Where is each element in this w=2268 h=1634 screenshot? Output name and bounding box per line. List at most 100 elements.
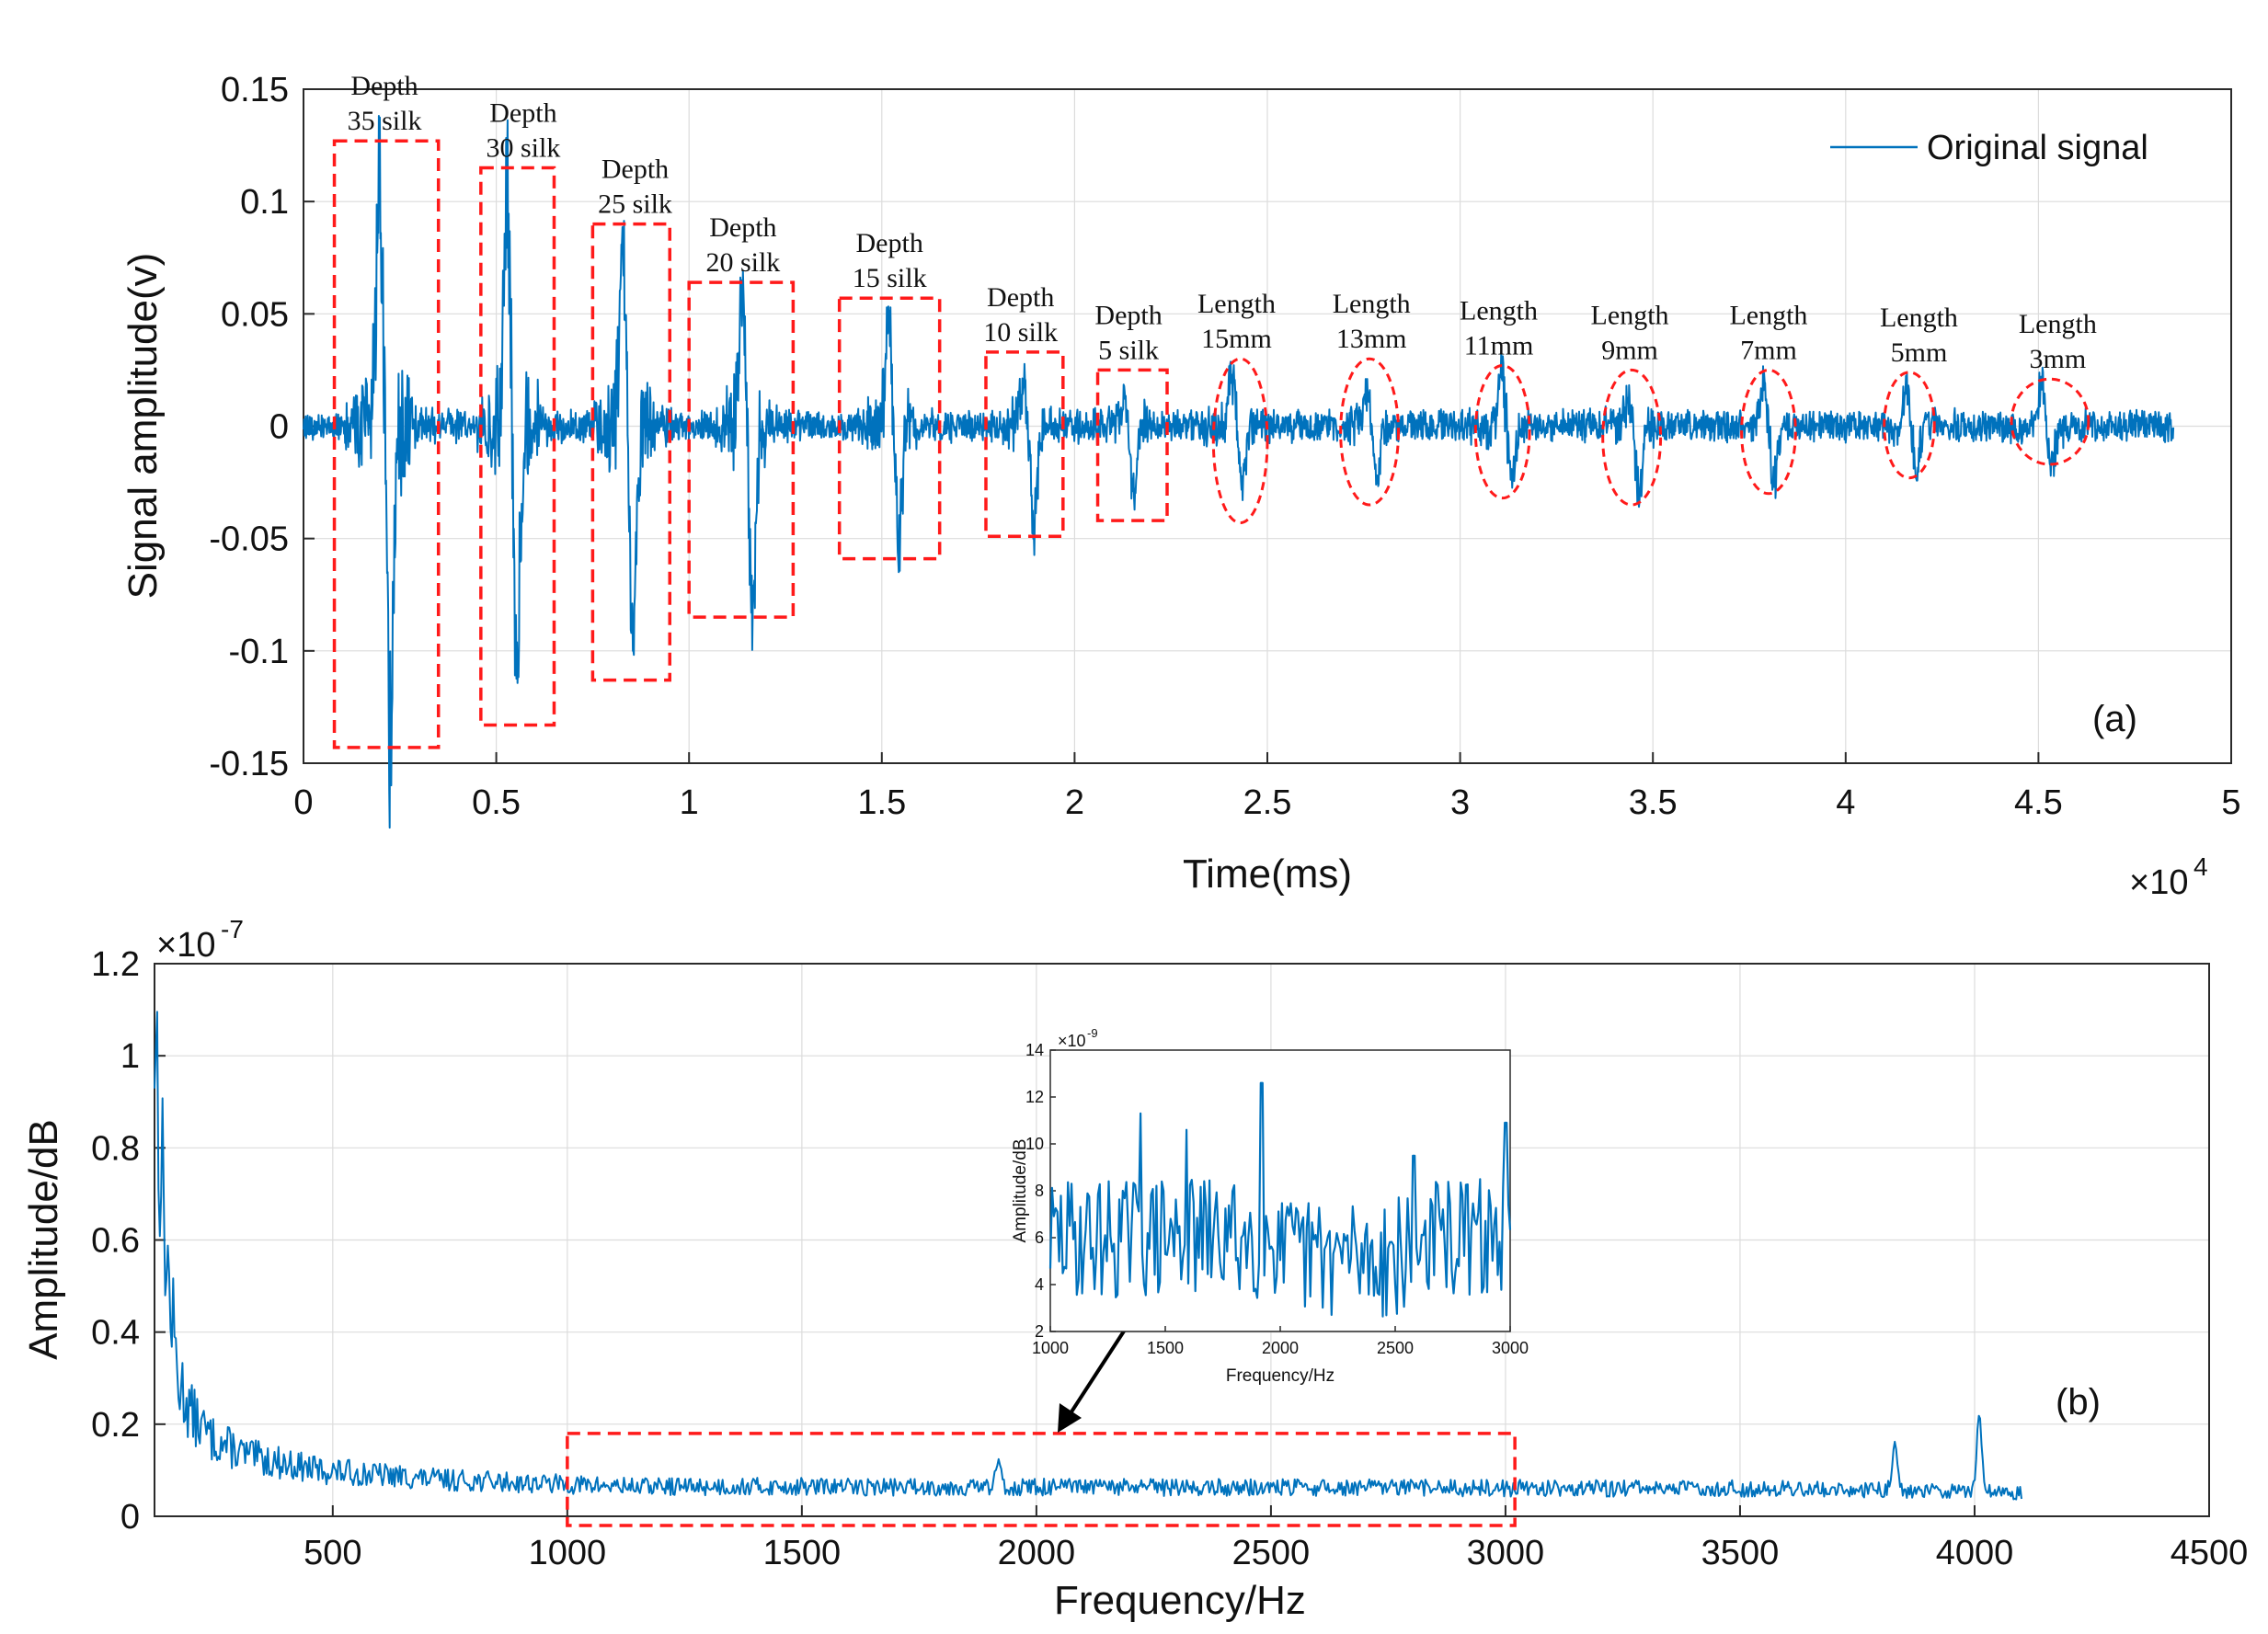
signal-chart-grid	[304, 89, 2231, 763]
inset-x-tick-label: 1500	[1147, 1339, 1184, 1357]
inset-y-tick-label: 6	[1035, 1228, 1044, 1247]
annotation-label-line1: Length	[1880, 303, 1958, 333]
inset-x-tick-label: 1000	[1032, 1339, 1069, 1357]
inset-x-ticks: 1000 1500 2000 2500 3000	[1032, 1326, 1529, 1357]
annotation-label-line1: Depth	[489, 98, 556, 129]
inset-y-multiplier-exponent: -9	[1087, 1026, 1098, 1040]
annotation-label-line1: Depth	[709, 212, 776, 243]
y-tick-label: -0.15	[209, 745, 289, 783]
spectrum-line	[154, 1011, 2022, 1501]
spectrum-chart-x-ticks: 500 1000 1500 2000 2500 3000 3500 4000 4500	[304, 1505, 2248, 1572]
y-tick-label: 0.15	[221, 71, 289, 109]
x-tick-label: 4.5	[2014, 783, 2063, 822]
y-tick-label: 0.2	[91, 1406, 140, 1445]
y-tick-label: 0.6	[91, 1222, 140, 1261]
annotation-box	[837, 296, 942, 561]
annotation-ellipse	[1601, 368, 1663, 507]
annotation-label-line2: 15 silk	[853, 263, 927, 293]
inset-y-axis-label: Amplitude/dB	[1011, 1138, 1030, 1242]
x-tick-label: 1000	[529, 1534, 607, 1572]
y-multiplier-base: ×10	[156, 926, 215, 965]
x-tick-label: 500	[304, 1534, 361, 1572]
inset-y-multiplier-base: ×10	[1058, 1032, 1086, 1050]
signal-chart-x-multiplier: ×10 4	[2129, 852, 2208, 902]
y-tick-label: -0.05	[209, 520, 289, 559]
x-tick-label: 0	[293, 783, 313, 822]
spectrum-chart-y-axis-label: Amplitude/dB	[21, 1119, 66, 1360]
inset-y-ticks: 2 4 6 8 10 12 14	[1025, 1041, 1056, 1341]
inset-y-tick-label: 4	[1035, 1275, 1044, 1294]
spectrum-chart-y-ticks: 0 0.2 0.4 0.6 0.8 1 1.2	[91, 945, 166, 1537]
original-signal-line	[303, 115, 2175, 829]
annotation-box	[1095, 368, 1169, 522]
annotation-ellipse	[2010, 377, 2090, 466]
spectrum-chart-y-multiplier: ×10 -7	[156, 915, 244, 965]
annotation-box	[687, 280, 796, 619]
y-tick-label: 1	[120, 1037, 140, 1076]
annotation-label-line1: Depth	[350, 71, 418, 101]
signal-chart-x-axis-label: Time(ms)	[1183, 851, 1352, 897]
x-multiplier-base: ×10	[2129, 863, 2188, 902]
annotation-label-line1: Depth	[601, 154, 669, 185]
x-tick-label: 0.5	[472, 783, 521, 822]
inset-y-tick-label: 14	[1025, 1041, 1044, 1059]
panel-label-b: (b)	[2056, 1382, 2101, 1423]
x-tick-label: 1.5	[857, 783, 906, 822]
inset-y-tick-label: 2	[1035, 1322, 1044, 1341]
annotation-ellipse	[1883, 371, 1936, 480]
annotation-label-line1: Length	[1460, 296, 1538, 326]
annotation-label-line2: 7mm	[1740, 335, 1797, 365]
annotation-label-line2: 15mm	[1201, 324, 1272, 354]
y-tick-label: 0.05	[221, 295, 289, 334]
x-tick-label: 4000	[1936, 1534, 2014, 1572]
annotation-box	[479, 166, 556, 727]
annotation-label-line1: Length	[1197, 289, 1276, 319]
x-multiplier-exponent: 4	[2194, 852, 2208, 881]
annotation-ellipse	[1211, 357, 1269, 525]
annotation-label-line2: 5mm	[1891, 337, 1948, 368]
annotation-label-line1: Depth	[856, 228, 923, 258]
annotation-ellipse	[1473, 364, 1531, 500]
annotation-label-line2: 20 silk	[705, 247, 780, 278]
annotation-label-line2: 13mm	[1336, 324, 1407, 354]
x-tick-label: 1500	[763, 1534, 842, 1572]
signal-chart-annotations: Depth 35 silk Depth 30 silk Depth 25 silk Dept…	[332, 71, 2097, 749]
signal-chart-legend: Original signal	[1830, 129, 2148, 167]
x-tick-label: 2.5	[1243, 783, 1292, 822]
x-tick-label: 3500	[1701, 1534, 1780, 1572]
x-tick-label: 3	[1450, 783, 1470, 822]
signal-chart-x-ticks: 0 0.5 1 1.5 2 2.5 3 3.5 4 4.5 5	[293, 752, 2241, 822]
y-tick-label: -0.1	[229, 633, 289, 671]
annotation-label-line2: 11mm	[1464, 331, 1534, 361]
spectrum-chart-x-axis-label: Frequency/Hz	[1054, 1578, 1306, 1623]
x-tick-label: 4500	[2171, 1534, 2249, 1572]
annotation-label-line1: Depth	[1094, 300, 1162, 330]
annotation-label-line2: 25 silk	[598, 189, 672, 220]
annotation-ellipse	[1740, 368, 1797, 496]
inset-x-tick-label: 3000	[1492, 1339, 1529, 1357]
y-tick-label: 1.2	[91, 945, 140, 984]
annotation-label-line1: Length	[1333, 289, 1411, 319]
inset-x-axis-label: Frequency/Hz	[1226, 1366, 1334, 1386]
y-tick-label: 0	[269, 408, 289, 447]
spectrum-chart: 500 1000 1500 2000 2500 3000 3500 4000 4500 0 0.2…	[21, 915, 2248, 1623]
signal-chart: 0 0.5 1 1.5 2 2.5 3 3.5 4 4.5 5 -0.15 -0.1 -0.05 0 0.0…	[120, 71, 2241, 902]
annotation-label-line2: 9mm	[1601, 335, 1658, 365]
x-tick-label: 2500	[1232, 1534, 1311, 1572]
inset-x-tick-label: 2000	[1262, 1339, 1299, 1357]
x-tick-label: 3.5	[1629, 783, 1678, 822]
annotation-label-line2: 5 silk	[1098, 335, 1159, 365]
inset-y-tick-label: 10	[1025, 1135, 1044, 1153]
y-tick-label: 0.4	[91, 1314, 140, 1353]
annotation-ellipse	[1339, 357, 1401, 507]
x-tick-label: 2000	[998, 1534, 1076, 1572]
spectrum-inset-chart: 1000 1500 2000 2500 3000 2 4 6 8 10 12 14 Frequenc…	[1011, 1026, 1529, 1386]
panel-label-a: (a)	[2092, 699, 2137, 739]
x-tick-label: 5	[2221, 783, 2240, 822]
spectrum-highlight-box	[566, 1432, 1517, 1527]
annotation-box	[590, 222, 671, 682]
signal-chart-y-axis-label: Signal amplitude(v)	[120, 253, 166, 600]
signal-chart-y-ticks: -0.15 -0.1 -0.05 0 0.05 0.1 0.15	[209, 71, 315, 783]
annotation-label-line1: Depth	[987, 282, 1054, 313]
annotation-box	[984, 350, 1065, 538]
